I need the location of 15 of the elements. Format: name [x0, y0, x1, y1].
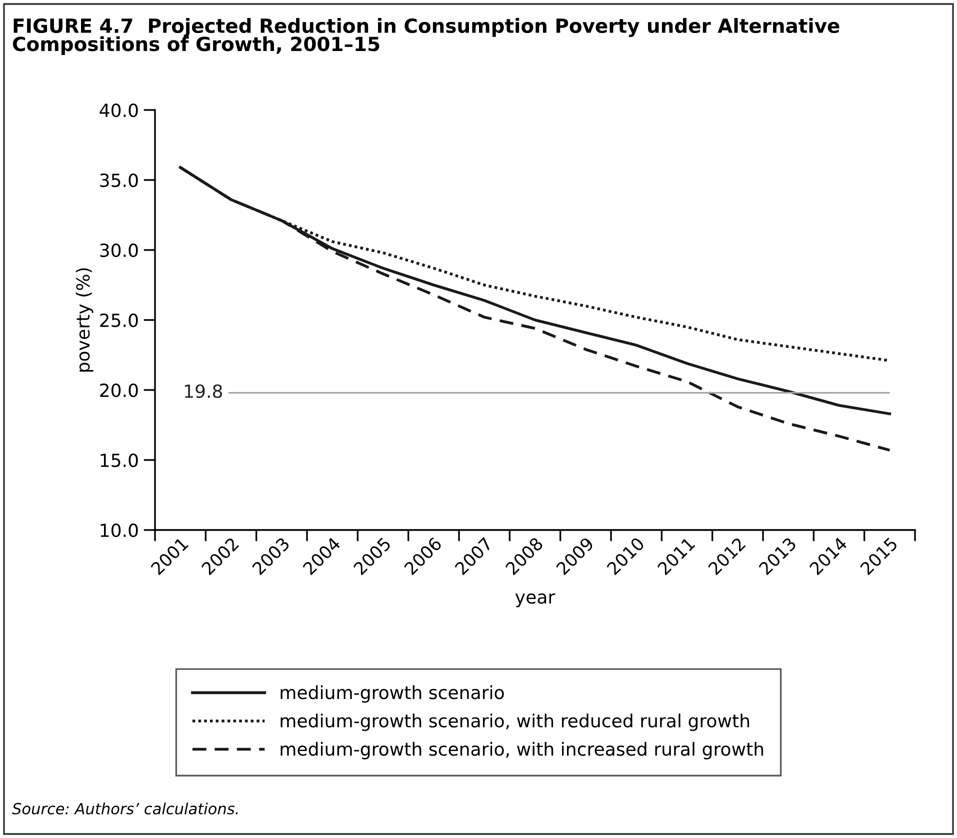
y-tick-label: 30.0: [100, 243, 138, 258]
y-axis-title: poverty (%): [76, 268, 94, 372]
y-tick-label: 10.0: [100, 523, 138, 538]
x-axis-title: year: [515, 593, 556, 608]
y-tick-label: 25.0: [100, 313, 138, 328]
legend-label: medium-growth scenario, with reduced rural growth: [280, 714, 750, 732]
y-tick-label: 40.0: [100, 103, 138, 118]
ref-line-label: 19.8: [185, 384, 222, 398]
y-tick-label: 35.0: [100, 173, 138, 188]
source-note: Source: Authors’ calculations.: [12, 802, 238, 814]
legend-label: medium-growth scenario, with increased rural growth: [280, 742, 764, 760]
legend-label: medium-growth scenario: [280, 685, 504, 703]
chart-title: FIGURE 4.7 Projected Reduction in Consumption Poverty under Alternative Compositions of Growth, 2001–15: [12, 18, 840, 56]
y-tick-label: 20.0: [100, 383, 138, 398]
y-tick-label: 15.0: [100, 453, 138, 468]
